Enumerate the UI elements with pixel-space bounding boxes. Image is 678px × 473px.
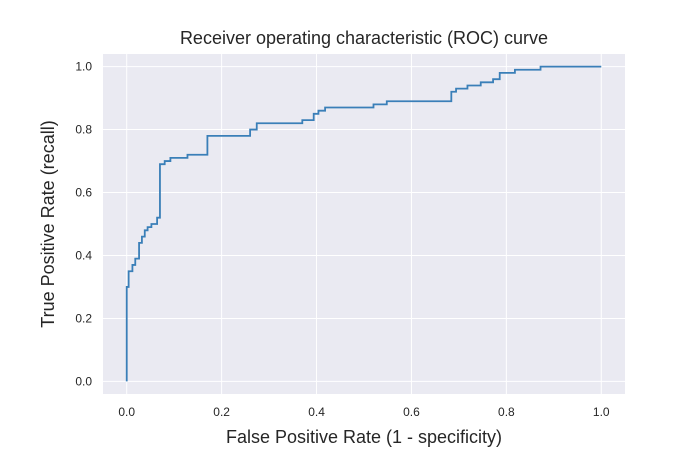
x-axis-ticks: 0.0 0.2 0.4 0.6 0.8 1.0 <box>118 405 610 419</box>
x-tick-label: 0.6 <box>403 405 420 419</box>
x-axis-label: False Positive Rate (1 - specificity) <box>226 427 502 447</box>
x-tick-label: 1.0 <box>593 405 610 419</box>
y-tick-label: 1.0 <box>75 60 92 74</box>
roc-curve-line <box>125 65 602 382</box>
y-tick-label: 0.4 <box>75 248 92 262</box>
x-tick-label: 0.0 <box>118 405 135 419</box>
y-tick-label: 0.8 <box>75 123 92 137</box>
y-tick-label: 0.2 <box>75 311 92 325</box>
chart-title: Receiver operating characteristic (ROC) … <box>180 28 548 48</box>
y-axis-label: True Positive Rate (recall) <box>38 120 58 327</box>
x-tick-label: 0.4 <box>308 405 325 419</box>
x-tick-label: 0.2 <box>213 405 230 419</box>
y-tick-label: 0.0 <box>75 374 92 388</box>
y-axis-ticks: 0.0 0.2 0.4 0.6 0.8 1.0 <box>75 60 92 389</box>
plot-area <box>103 54 625 394</box>
grid-lines <box>103 54 625 394</box>
y-tick-label: 0.6 <box>75 186 92 200</box>
x-tick-label: 0.8 <box>498 405 515 419</box>
